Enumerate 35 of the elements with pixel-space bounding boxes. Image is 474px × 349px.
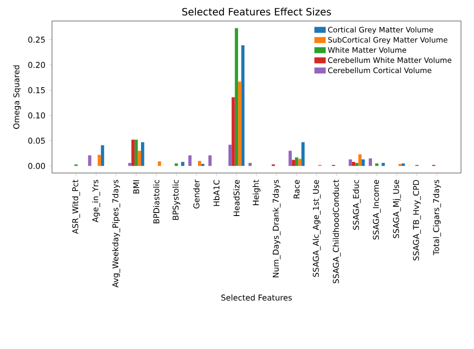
bar — [298, 158, 302, 166]
bar — [241, 45, 244, 166]
bar — [158, 161, 162, 166]
bar — [352, 162, 356, 166]
bar — [228, 144, 232, 166]
bar — [288, 150, 292, 166]
bar — [141, 142, 144, 166]
bar — [134, 140, 138, 166]
bar — [100, 145, 104, 166]
bar — [375, 163, 378, 166]
bar — [98, 154, 101, 166]
bar — [128, 162, 132, 166]
bar — [198, 160, 202, 166]
bar — [138, 150, 142, 166]
bar — [292, 160, 295, 166]
bar — [188, 155, 192, 166]
bar — [382, 162, 385, 166]
bar — [402, 163, 405, 166]
bar — [181, 162, 184, 166]
bar — [174, 163, 178, 166]
bar — [234, 28, 238, 166]
bar — [238, 82, 242, 166]
bar — [362, 159, 365, 166]
bar — [248, 162, 252, 166]
chart-title: Selected Features Effect Sizes — [182, 8, 331, 16]
bar — [232, 97, 235, 166]
bar — [301, 142, 305, 166]
bar — [88, 155, 92, 166]
bar — [368, 158, 372, 166]
bar — [358, 154, 362, 166]
bar — [294, 157, 298, 166]
bar — [208, 155, 212, 166]
bar — [131, 140, 135, 166]
bar — [355, 162, 358, 166]
bar — [348, 159, 352, 166]
